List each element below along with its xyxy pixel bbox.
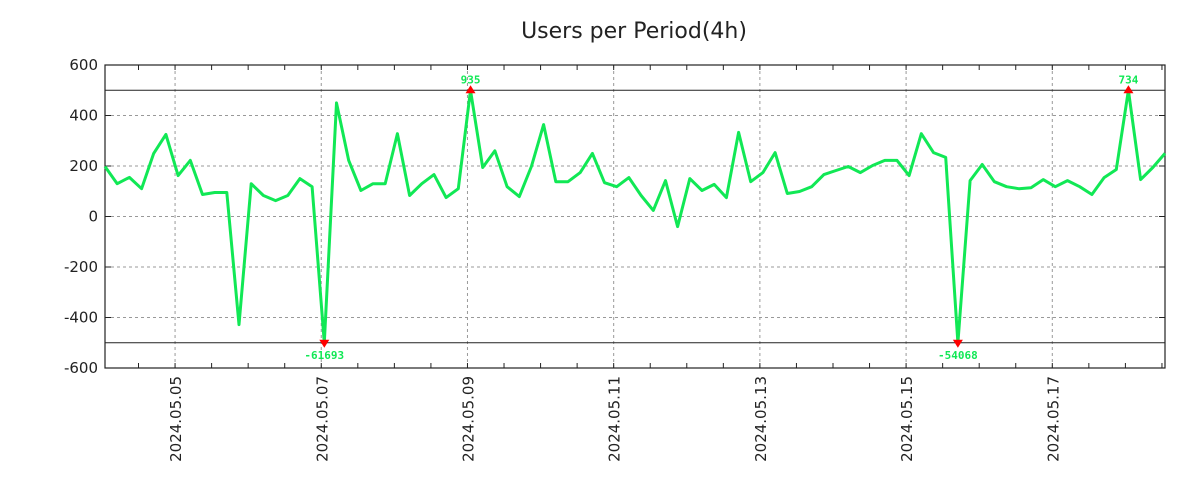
- x-tick-label: 2024.05.17: [1044, 376, 1062, 462]
- clip-marker-up: [1123, 85, 1134, 94]
- y-tick-label: -600: [64, 359, 98, 377]
- chart-title: Users per Period(4h): [521, 19, 747, 44]
- value-annotation: -54068: [938, 349, 978, 362]
- clip-marker-down: [952, 339, 963, 348]
- y-tick-label: -200: [64, 258, 98, 276]
- y-tick-label: -400: [64, 309, 98, 327]
- y-tick-label: 600: [69, 56, 98, 74]
- axes: 600 400 200 0 -200 -400 -600 2024.05.05 2024.05.…: [64, 56, 1166, 462]
- annotations: -61693 935 -54068 734: [304, 73, 1138, 362]
- clip-marker-down: [319, 339, 330, 348]
- x-tick-label: 2024.05.11: [606, 376, 624, 462]
- value-annotation: 734: [1119, 73, 1139, 86]
- plot-frame: [104, 64, 1166, 369]
- series-layer: [103, 88, 1167, 345]
- x-tick-label: 2024.05.05: [167, 376, 185, 462]
- x-tick-label: 2024.05.13: [752, 376, 770, 462]
- y-tick-label: 0: [88, 208, 98, 226]
- x-tick-label: 2024.05.07: [313, 376, 331, 462]
- x-tick-label: 2024.05.15: [898, 376, 916, 462]
- clip-marker-up: [465, 85, 476, 94]
- y-tick-label: 400: [69, 107, 98, 125]
- value-annotation: -61693: [304, 349, 344, 362]
- x-tick-label: 2024.05.09: [459, 376, 477, 462]
- y-tick-label: 200: [69, 157, 98, 175]
- series-line: [103, 88, 1167, 345]
- grid: [105, 65, 1165, 368]
- value-annotation: 935: [461, 73, 481, 86]
